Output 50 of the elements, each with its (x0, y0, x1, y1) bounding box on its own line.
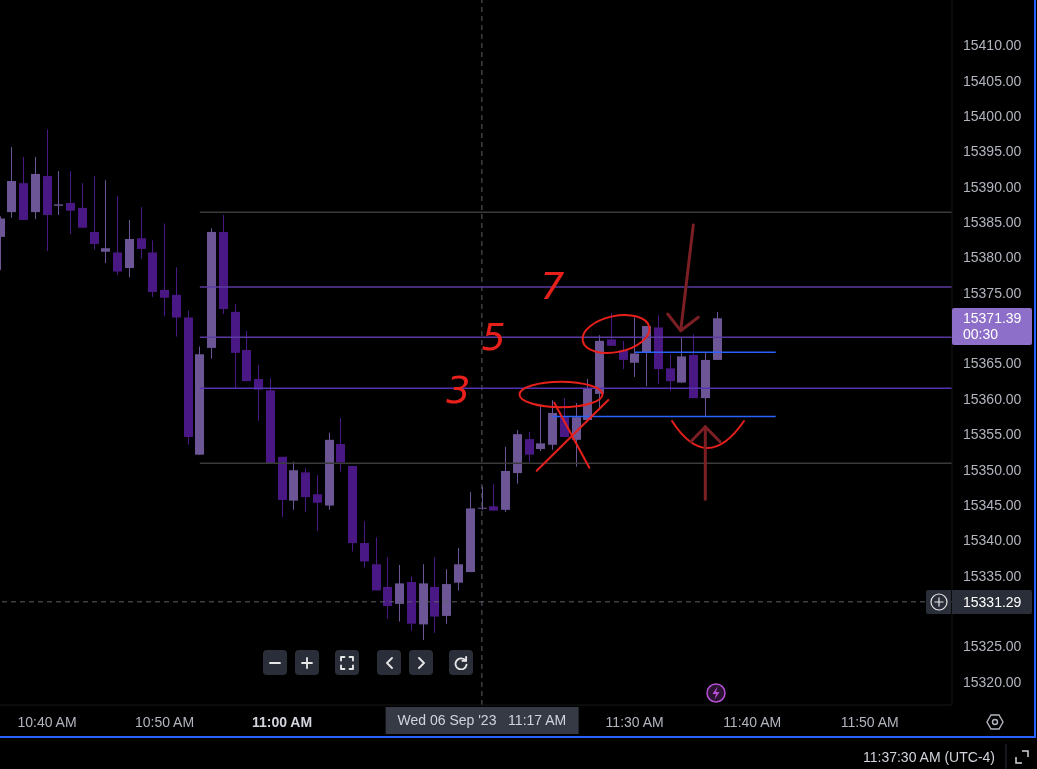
x-tick-label: 11:00 AM (251, 714, 313, 730)
candlestick (395, 564, 404, 623)
text: 15371.39 (963, 310, 1023, 327)
candlestick (360, 520, 369, 569)
y-tick-label: 15345.00 (963, 496, 1022, 513)
y-tick-label: 15390.00 (963, 178, 1022, 195)
y-tick-label: 15360.00 (963, 390, 1022, 407)
candlestick (172, 266, 181, 338)
ref-line-label: 15331.29 (952, 589, 1032, 614)
x-tick-label: 10:50 AM (134, 714, 195, 730)
text: 11:37:30 AM (UTC-4) (862, 748, 995, 766)
candlestick (160, 222, 169, 317)
x-tick-label: 11:40 AM (723, 714, 782, 730)
y-tick-label: 15410.00 (963, 37, 1022, 54)
candlestick (454, 547, 463, 591)
annotation: 7 (540, 263, 565, 308)
y-tick-label: 15325.00 (963, 638, 1022, 655)
y-tick-label: 15350.00 (963, 461, 1022, 478)
y-tick-label: 15355.00 (963, 426, 1022, 443)
candlestick (383, 556, 392, 620)
candlestick (101, 179, 110, 264)
y-tick-label: 15405.00 (963, 72, 1022, 89)
y-tick-label: 15340.00 (963, 532, 1022, 549)
y-tick-label: 15395.00 (963, 143, 1022, 160)
candlestick (336, 417, 345, 473)
y-tick-label: 15375.00 (963, 284, 1022, 301)
candlestick (54, 170, 63, 216)
candlestick (137, 206, 146, 260)
y-tick-label: 15380.00 (963, 249, 1022, 266)
candlestick (66, 170, 75, 235)
text: 00:30 (963, 326, 1000, 343)
candlestick (630, 317, 639, 378)
candlestick (78, 182, 87, 229)
candlestick (607, 312, 616, 347)
candlestick (313, 474, 322, 532)
y-tick-label: 15365.00 (963, 355, 1022, 372)
x-tick-label: 10:40 AM (17, 714, 77, 730)
candlestick (489, 483, 498, 512)
x-tick-label: 11:50 AM (840, 714, 899, 730)
candlestick (536, 403, 545, 452)
candlestick (90, 175, 99, 251)
candlestick (525, 431, 534, 463)
ref-line-label: Wed 06 Sep '23 11:17 AM (385, 707, 579, 734)
x-tick-label: 11:30 AM (605, 714, 664, 730)
candlestick (113, 195, 122, 276)
y-tick-label: 15320.00 (963, 673, 1022, 690)
y-tick-label: 15335.00 (963, 567, 1022, 584)
candlestick (666, 353, 675, 392)
y-tick-label: 15385.00 (963, 214, 1022, 231)
y-tick-label: 15400.00 (963, 107, 1022, 124)
